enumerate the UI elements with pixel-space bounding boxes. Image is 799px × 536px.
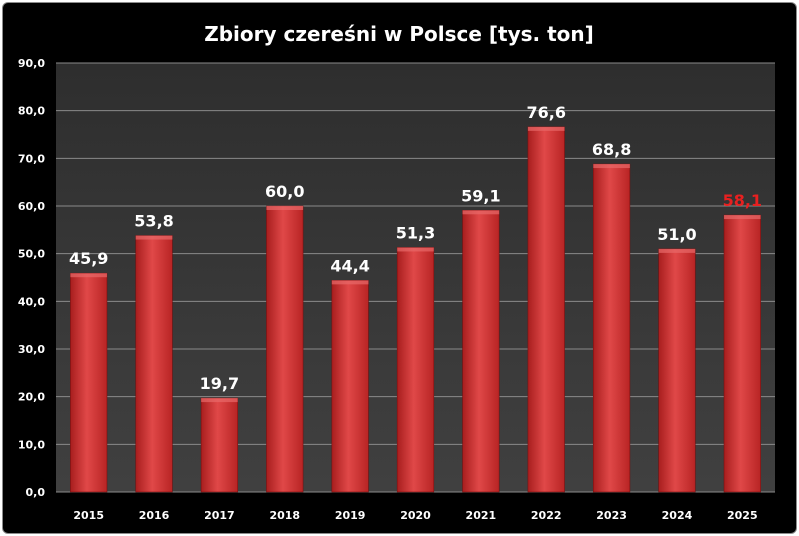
data-label: 51,0 (657, 225, 696, 244)
y-tick-label: 20,0 (18, 391, 45, 404)
bar-top-highlight (331, 280, 369, 285)
y-tick-label: 90,0 (18, 57, 45, 70)
data-label: 45,9 (69, 249, 108, 268)
x-tick-label: 2023 (596, 509, 627, 522)
y-tick-label: 50,0 (18, 248, 45, 261)
bar (723, 214, 761, 493)
bar (658, 248, 696, 493)
bar-top-highlight (70, 273, 107, 278)
bar-top-highlight (658, 248, 696, 253)
x-tick-label: 2019 (335, 509, 366, 522)
y-tick-label: 80,0 (18, 105, 45, 118)
x-tick-label: 2024 (662, 509, 693, 522)
bars (70, 126, 761, 493)
x-tick-label: 2016 (139, 509, 170, 522)
bar-top-highlight (201, 398, 238, 403)
cherry-harvest-chart: Zbiory czereśni w Polsce [tys. ton] 0,0 1… (18, 22, 775, 522)
x-tick-label: 2015 (73, 509, 104, 522)
bar-top-highlight (135, 235, 173, 240)
bar (70, 272, 108, 493)
data-label: 68,8 (592, 140, 631, 159)
bar-top-highlight (593, 164, 630, 169)
y-tick-label: 40,0 (18, 295, 45, 308)
y-axis-tick-labels: 0,0 10,0 20,0 30,0 40,0 50,0 60,0 70,0 80,0 90,0 (18, 57, 45, 499)
chart-title: Zbiory czereśni w Polsce [tys. ton] (204, 22, 594, 46)
bar (592, 163, 631, 493)
y-tick-label: 60,0 (18, 200, 45, 213)
bar-top-highlight (397, 247, 434, 252)
data-label: 53,8 (134, 212, 173, 231)
x-tick-label: 2018 (269, 509, 300, 522)
x-tick-label: 2022 (531, 509, 562, 522)
bar (200, 397, 239, 493)
x-tick-label: 2025 (727, 509, 758, 522)
bar-top-highlight (462, 210, 500, 215)
data-label: 19,7 (200, 374, 239, 393)
bar (527, 126, 565, 493)
data-label: 51,3 (396, 223, 435, 242)
bar-top-highlight (724, 215, 761, 220)
y-tick-label: 70,0 (18, 152, 45, 165)
bar (266, 205, 304, 493)
bar (396, 247, 435, 493)
x-axis-tick-labels: 2015 2016 2017 2018 2019 2020 2021 2022 2023 2024… (73, 509, 757, 522)
data-label: 59,1 (461, 186, 500, 205)
data-labels: 45,9 53,8 19,7 60,0 44,4 51,3 59,1 76,6 68,8 51,0… (69, 103, 762, 393)
data-label: 76,6 (526, 103, 565, 122)
bar (462, 209, 500, 493)
y-tick-label: 10,0 (18, 438, 45, 451)
x-tick-label: 2017 (204, 509, 235, 522)
x-tick-label: 2021 (466, 509, 497, 522)
data-label: 58,1 (723, 191, 762, 210)
bar (331, 280, 369, 493)
x-tick-label: 2020 (400, 509, 431, 522)
bar-top-highlight (266, 206, 304, 210)
data-label: 60,0 (265, 182, 304, 201)
y-tick-label: 0,0 (26, 486, 46, 499)
y-tick-label: 30,0 (18, 343, 45, 356)
bar-top-highlight (527, 126, 565, 131)
bar (135, 235, 173, 493)
data-label: 44,4 (330, 256, 369, 275)
